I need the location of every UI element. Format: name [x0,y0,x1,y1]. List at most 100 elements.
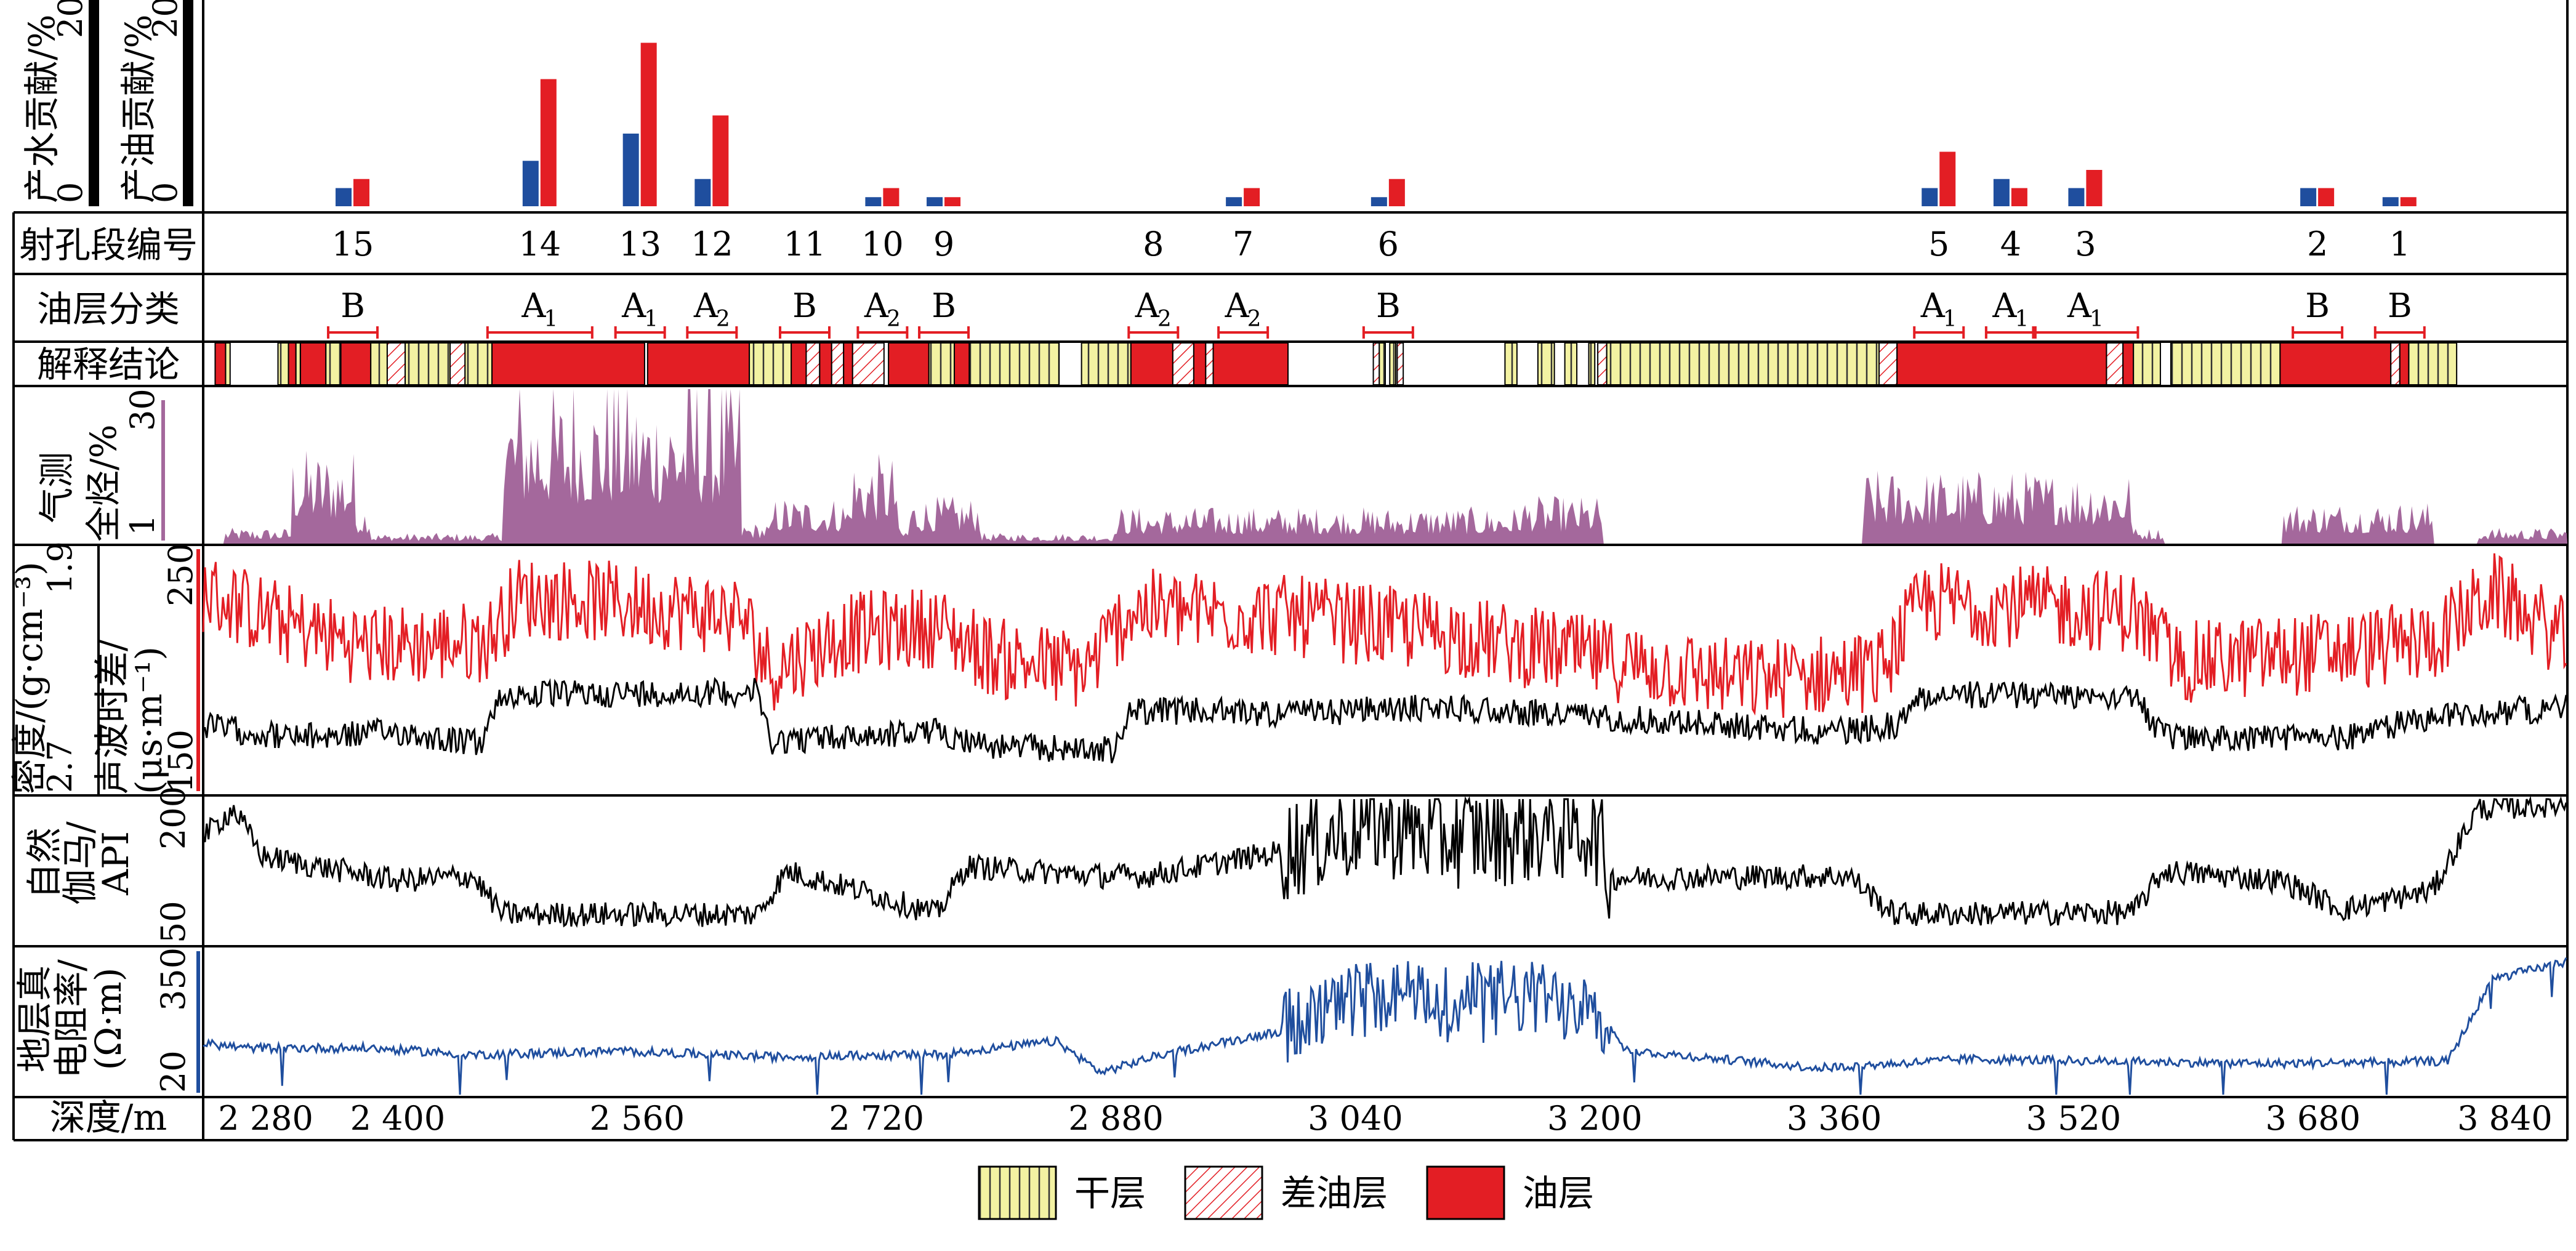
layer-oil-16 [791,342,807,385]
contribution-bars [336,42,2417,206]
layer-poor-9 [386,342,406,385]
layer-dry-25 [968,342,1060,385]
water-scale-bar [89,0,99,206]
layer-dry-36 [1504,342,1518,385]
layer-dry-15 [749,342,792,385]
oil-class-4: A1 [1984,286,2037,339]
perf-id-7: 7 [1233,225,1254,263]
depth-tick-10: 3 840 [2457,1099,2553,1138]
oil-bar-15 [353,179,370,206]
water-bar-1 [2382,197,2399,206]
gamma-label-3: API [95,831,137,896]
oil-class-letter-9: B [932,286,956,325]
layer-poor-19 [831,342,845,385]
water-bar-3 [2068,188,2085,206]
oil-class-letter-10: A [864,286,889,325]
layer-dry-47 [2170,342,2281,385]
water-bar-15 [336,188,352,206]
oil-class-letter-3: A [2067,286,2092,325]
oil-class-11: B [779,286,831,339]
oil-class-6: B [1362,286,1414,339]
water-bar-2 [2300,188,2317,206]
oil-bar-6 [1388,179,1405,206]
layer-poor-28 [1172,342,1194,385]
layer-dry-41 [1606,342,1880,385]
water-bar-4 [1993,179,2010,206]
perf-id-4: 4 [2000,225,2021,263]
sonic-label-2: (μs·m⁻¹) [128,646,170,794]
gas-labels: 气测 全烃/% 1 30 [36,388,165,542]
gamma-axis-max: 200 [154,786,193,850]
layer-oil-18 [819,342,832,385]
oil-class-label: 油层分类 [37,288,180,330]
oil-class-letter-5: A [1920,286,1946,325]
oil-bar-13 [640,42,657,206]
gamma-label-2: 伽马/ [59,821,101,905]
perf-id-5: 5 [1928,225,1949,263]
oil-axis-min: 0 [146,182,185,203]
legend: 干层 差油层 油层 [978,1165,1594,1220]
layer-oil-22 [888,342,930,385]
layer-oil-7 [340,342,372,385]
oil-axis-max: 20 [146,0,185,38]
water-bar-12 [694,179,711,206]
perf-id-9: 9 [933,225,954,263]
water-bar-6 [1371,197,1387,206]
sonic-label-1: 声波时差/ [91,639,133,794]
interpretation-label: 解释结论 [37,344,180,385]
layer-dry-38 [1564,342,1578,385]
density-axis-max: 1.9 [41,541,79,594]
oil-class-letter-14: A [521,286,546,325]
oil-class-letter-11: B [792,286,817,325]
oil-class-letter-4: A [1992,286,2017,325]
oil-bar-4 [2011,188,2027,206]
layer-dry-33 [1379,342,1387,385]
layer-poor-21 [851,342,885,385]
resistivity-axis-min: 20 [154,1050,193,1093]
oil-class-sub-7: 2 [1247,307,1262,332]
layer-poor-32 [1372,342,1380,385]
contribution-labels: 产水贡献/% 产油贡献/% 0 20 0 20 [21,0,193,206]
resistivity-curve [203,957,2567,1095]
layer-oil-14 [646,342,751,385]
layer-oil-48 [2279,342,2392,385]
layer-oil-24 [954,342,970,385]
gas-label-2: 全烃/% [83,424,124,542]
layer-poor-40 [1597,342,1608,385]
oil-class-2: B [2292,286,2344,339]
perf-id-15: 15 [332,225,374,263]
layer-poor-49 [2390,342,2401,385]
oil-class-9: B [918,286,970,339]
oil-contribution-label: 产油贡献/% [118,14,159,203]
oil-class-row: B A1 A1 A2 B A2 B A2 A2 B A1 A1 A1 B B [327,286,2426,339]
layer-oil-0 [214,342,227,385]
frame [12,0,2569,1141]
oil-class-sub-8: 2 [1157,307,1172,332]
perf-id-3: 3 [2075,225,2096,263]
gamma-label-1: 自然 [23,827,65,899]
layer-poor-30 [1205,342,1214,385]
depth-tick-1: 2 400 [350,1099,446,1138]
layer-oil-20 [843,342,853,385]
layer-oil-43 [1896,342,2107,385]
layer-dry-8 [370,342,388,385]
layer-oil-27 [1130,342,1173,385]
oil-bar-7 [1244,188,1260,206]
perf-id-8: 8 [1143,225,1164,263]
oil-class-15: B [327,286,379,339]
legend-oil-label: 油层 [1523,1172,1594,1214]
layer-oil-31 [1212,342,1289,385]
layer-dry-23 [928,342,956,385]
oil-class-sub-5: 1 [1943,307,1957,332]
legend-poor-swatch [1184,1165,1263,1220]
sonic-axis-min: 150 [161,730,200,793]
gamma-curve [202,795,2567,928]
oil-bar-5 [1939,151,1956,206]
layer-oil-50 [2399,342,2410,385]
gas-axis-min: 1 [123,515,162,536]
layer-oil-45 [2122,342,2135,385]
layer-dry-34 [1389,342,1397,385]
layer-dry-46 [2133,342,2161,385]
gas-label-1: 气测 [36,452,78,523]
sonic-density-labels: 密度/(g·cm⁻³) 2.7 1.9 声波时差/ (μs·m⁻¹) 150 2… [9,541,200,794]
